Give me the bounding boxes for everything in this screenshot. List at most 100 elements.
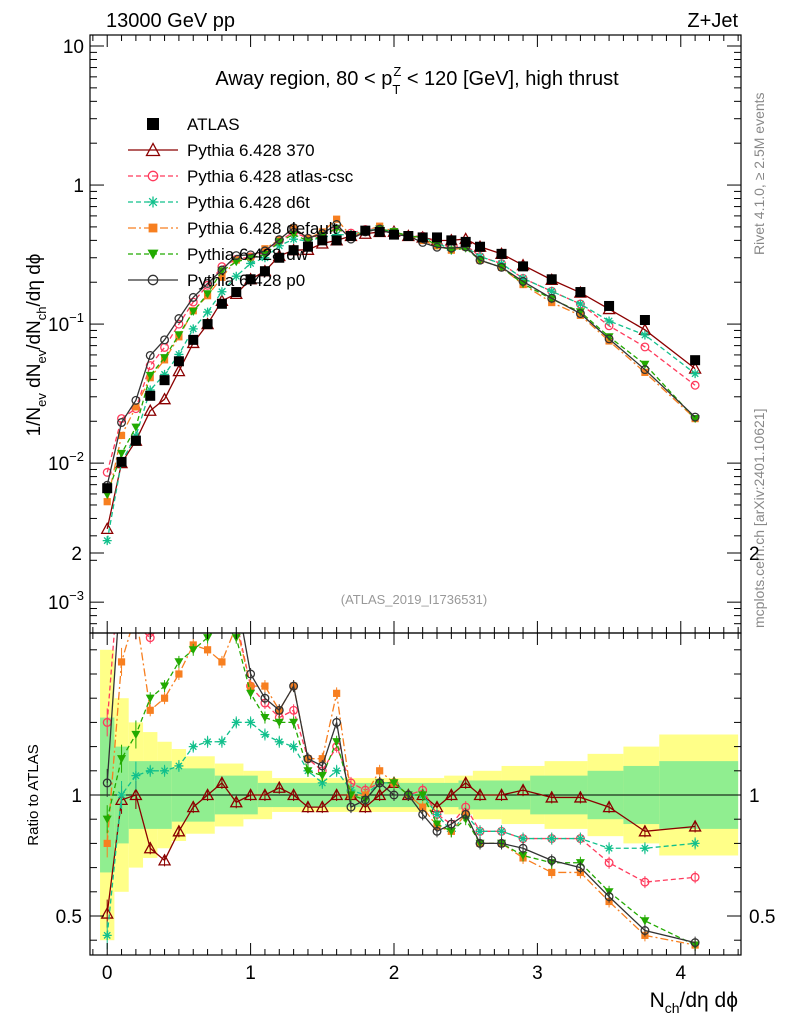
- ratio-y-tick-label: 2: [71, 544, 82, 565]
- x-tick-label: 2: [389, 963, 400, 984]
- point-pythia-6-428-p0: [231, 251, 241, 261]
- ratio-point-pythia-6-428-370: [459, 776, 473, 789]
- ratio-point-pythia-6-428-d6t: [475, 826, 485, 836]
- legend-marker-atlas: [147, 118, 159, 130]
- point-atlas: [475, 241, 486, 252]
- x-tick-label: 0: [102, 963, 113, 984]
- point-atlas: [374, 226, 385, 237]
- analysis-id-label: (ATLAS_2019_I1736531): [341, 592, 487, 607]
- y-axis-ticks-main: 10 1 10−1 10−2 10−3: [48, 37, 741, 634]
- ratio-point-pythia-6-428-370: [215, 776, 229, 789]
- point-pythia-6-428-default: [641, 368, 649, 376]
- ratio-line-pythia-6-428-370: [106, 781, 696, 914]
- ratio-point-pythia-6-428-atlas-csc: [118, 537, 126, 545]
- ratio-point-pythia-6-428-dw: [160, 682, 170, 691]
- ratio-point-pythia-6-428-d6t: [547, 834, 557, 844]
- point-atlas: [216, 298, 227, 309]
- point-pythia-6-428-p0: [289, 223, 299, 233]
- point-pythia-6-428-d6t: [231, 271, 241, 281]
- point-atlas: [130, 435, 141, 446]
- point-pythia-6-428-dw: [160, 354, 170, 363]
- ratio-point-pythia-6-428-d6t: [260, 730, 270, 739]
- point-pythia-6-428-p0: [640, 365, 650, 375]
- point-pythia-6-428-dw: [188, 307, 198, 316]
- ratio-point-pythia-6-428-p0: [690, 938, 700, 948]
- y-tick-label: 10: [63, 37, 84, 58]
- ratio-point-pythia-6-428-370: [330, 788, 344, 801]
- ratio-point-pythia-6-428-p0: [204, 559, 212, 567]
- ratio-point-pythia-6-428-d6t: [203, 737, 213, 747]
- ratio-point-pythia-6-428-370: [100, 906, 114, 919]
- ratio-point-pythia-6-428-d6t: [274, 737, 284, 747]
- point-pythia-6-428-default: [261, 245, 269, 253]
- point-pythia-6-428-p0: [690, 412, 700, 422]
- point-pythia-6-428-dw: [117, 449, 127, 458]
- point-atlas: [432, 232, 443, 243]
- ratio-point-pythia-6-428-p0: [346, 802, 356, 812]
- point-pythia-6-428-d6t: [145, 385, 155, 395]
- point-pythia-6-428-dw: [690, 415, 700, 424]
- ratio-point-pythia-6-428-atlas-csc: [204, 573, 212, 581]
- ratio-point-pythia-6-428-p0: [303, 754, 313, 764]
- ratio-point-pythia-6-428-dw: [446, 827, 456, 836]
- line-pythia-6-428-dw: [106, 227, 696, 495]
- ratio-point-pythia-6-428-default: [146, 706, 154, 714]
- ratio-y-tick-label: 1: [71, 786, 82, 807]
- y-tick-label: 10−2: [48, 449, 84, 475]
- ratio-point-pythia-6-428-370: [688, 819, 702, 832]
- point-atlas: [496, 248, 507, 259]
- point-pythia-6-428-default: [103, 498, 111, 506]
- point-pythia-6-428-atlas-csc: [690, 380, 700, 390]
- point-pythia-6-428-p0: [131, 395, 141, 405]
- point-pythia-6-428-p0: [246, 250, 256, 260]
- rivet-version-label: Rivet 4.1.0, ≥ 2.5M events: [751, 92, 767, 255]
- point-atlas: [116, 456, 127, 467]
- ratio-panel-frame: [89, 632, 742, 956]
- ratio-line-pythia-6-428-p0: [106, 633, 696, 944]
- line-pythia-6-428-atlas-csc: [106, 228, 696, 473]
- point-atlas: [360, 225, 371, 236]
- point-pythia-6-428-d6t: [604, 316, 614, 326]
- point-pythia-6-428-p0: [547, 293, 557, 303]
- point-atlas: [145, 390, 156, 401]
- ratio-point-pythia-6-428-atlas-csc: [232, 617, 240, 625]
- ratio-point-pythia-6-428-p0: [575, 863, 585, 873]
- point-atlas: [403, 231, 414, 242]
- ratio-point-pythia-6-428-default: [175, 670, 183, 678]
- point-pythia-6-428-d6t: [690, 369, 700, 379]
- main-series-group: [100, 215, 702, 546]
- point-pythia-6-428-dw: [217, 267, 227, 276]
- ratio-point-pythia-6-428-p0: [274, 705, 284, 715]
- line-pythia-6-428-p0: [106, 223, 696, 486]
- ratio-point-pythia-6-428-370: [129, 788, 143, 801]
- point-atlas: [188, 334, 199, 345]
- y-tick-label: 1: [73, 176, 84, 197]
- line-pythia-6-428-370: [106, 231, 696, 530]
- ratio-point-pythia-6-428-p0: [403, 790, 413, 800]
- ratio-point-pythia-6-428-default: [333, 689, 341, 697]
- ratio-point-pythia-6-428-p0: [547, 855, 557, 865]
- point-pythia-6-428-dw: [203, 290, 213, 299]
- point-atlas: [575, 287, 586, 298]
- ratio-point-pythia-6-428-default: [318, 755, 326, 763]
- ratio-point-pythia-6-428-d6t: [145, 766, 155, 776]
- legend-label-pythia-6-428-d6t: Pythia 6.428 d6t: [187, 193, 310, 212]
- ratio-point-pythia-6-428-dw: [174, 658, 184, 667]
- ratio-point-pythia-6-428-dw: [246, 689, 256, 698]
- ratio-point-pythia-6-428-370: [473, 788, 487, 801]
- point-pythia-6-428-dw: [640, 360, 650, 369]
- ratio-point-pythia-6-428-370: [258, 788, 272, 801]
- ratio-point-pythia-6-428-p0: [332, 717, 342, 727]
- ratio-point-pythia-6-428-370: [444, 788, 458, 801]
- point-pythia-6-428-p0: [203, 278, 213, 288]
- ratio-point-pythia-6-428-dw: [640, 917, 650, 926]
- legend-label-atlas: ATLAS: [187, 115, 240, 134]
- ratio-point-pythia-6-428-dw: [389, 779, 399, 788]
- point-pythia-6-428-d6t: [518, 273, 528, 283]
- ratio-point-pythia-6-428-p0: [432, 826, 442, 836]
- ratio-point-pythia-6-428-d6t: [102, 930, 112, 940]
- ratio-point-pythia-6-428-atlas-csc: [604, 858, 614, 868]
- ratio-point-pythia-6-428-default: [376, 767, 384, 775]
- ratio-point-pythia-6-428-370: [494, 788, 509, 801]
